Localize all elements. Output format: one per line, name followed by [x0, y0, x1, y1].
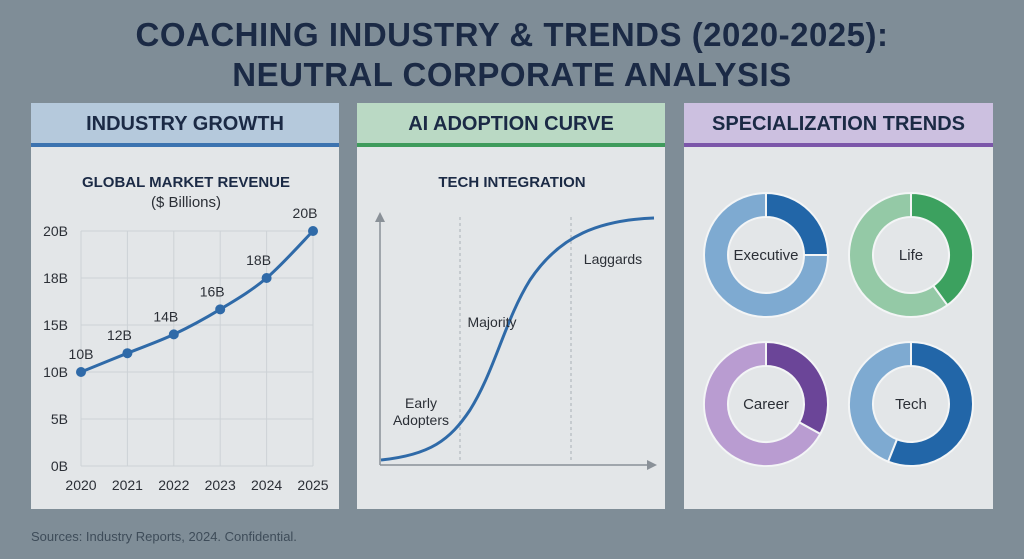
- sources-footer: Sources: Industry Reports, 2024. Confide…: [31, 529, 297, 544]
- x-axis-arrow-icon: [647, 460, 657, 470]
- data-point: [215, 304, 226, 315]
- revenue-line: [80, 229, 315, 374]
- adoption-chart-title: TECH INTEGRATION: [438, 174, 585, 191]
- y-tick-label: 20B: [43, 223, 68, 239]
- donut-label: Tech: [895, 396, 927, 413]
- title-line-2: NEUTRAL CORPORATE ANALYSIS: [232, 56, 792, 93]
- data-label: 20B: [293, 205, 318, 221]
- data-label: 14B: [153, 308, 178, 324]
- donut-label: Executive: [733, 247, 798, 264]
- adoption-curve-chart: Early Adopters Majority Laggards: [375, 212, 657, 470]
- data-point: [122, 348, 133, 359]
- industry-growth-panel: INDUSTRY GROWTH: [31, 103, 339, 509]
- x-tick-label: 2020: [65, 477, 96, 493]
- data-point: [76, 367, 86, 377]
- adoption-s-curve: [380, 216, 655, 462]
- data-point: [261, 273, 272, 283]
- label-majority: Majority: [467, 314, 516, 330]
- data-point: [168, 329, 179, 340]
- label-adopters: Adopters: [393, 412, 449, 428]
- donut-share-segment: [910, 191, 974, 307]
- donut-share-segment: [765, 191, 830, 256]
- x-tick-label: 2022: [158, 477, 189, 493]
- x-tick-label: 2024: [251, 477, 282, 493]
- label-early: Early: [405, 395, 437, 411]
- donut-remainder-segment: [703, 340, 822, 467]
- x-tick-label: 2023: [205, 477, 236, 493]
- specialization-donuts: Executive Life Career Tech: [703, 191, 974, 467]
- specialization-header: SPECIALIZATION TRENDS: [684, 103, 993, 147]
- x-tick-label: 2025: [297, 477, 328, 493]
- y-tick-label: 0B: [51, 458, 68, 474]
- industry-growth-header: INDUSTRY GROWTH: [31, 103, 339, 147]
- revenue-chart-subtitle: ($ Billions): [151, 194, 221, 211]
- donut-remainder-segment: [848, 340, 912, 463]
- y-tick-label: 18B: [43, 270, 68, 286]
- data-label: 12B: [107, 327, 132, 343]
- data-label: 16B: [200, 283, 225, 299]
- page-title: COACHING INDUSTRY & TRENDS (2020-2025): …: [0, 15, 1024, 95]
- ai-adoption-header: AI ADOPTION CURVE: [357, 103, 665, 147]
- y-axis-arrow-icon: [375, 212, 385, 222]
- revenue-chart-title: GLOBAL MARKET REVENUE: [82, 174, 290, 191]
- donut-remainder-segment: [848, 191, 949, 318]
- donut-label: Life: [899, 247, 923, 264]
- x-tick-label: 2021: [112, 477, 143, 493]
- data-point: [308, 226, 318, 236]
- data-label: 10B: [69, 346, 94, 362]
- ai-adoption-panel: AI ADOPTION CURVE: [357, 103, 665, 509]
- donut-share-segment: [765, 340, 829, 436]
- y-tick-label: 10B: [43, 364, 68, 380]
- y-tick-label: 5B: [51, 411, 68, 427]
- donut-label: Career: [743, 396, 789, 413]
- donut-share-segment: [886, 340, 974, 467]
- donut-remainder-segment: [703, 191, 830, 318]
- label-laggards: Laggards: [584, 251, 642, 267]
- data-label: 18B: [246, 252, 271, 268]
- y-tick-label: 15B: [43, 317, 68, 333]
- title-line-1: COACHING INDUSTRY & TRENDS (2020-2025):: [135, 16, 889, 53]
